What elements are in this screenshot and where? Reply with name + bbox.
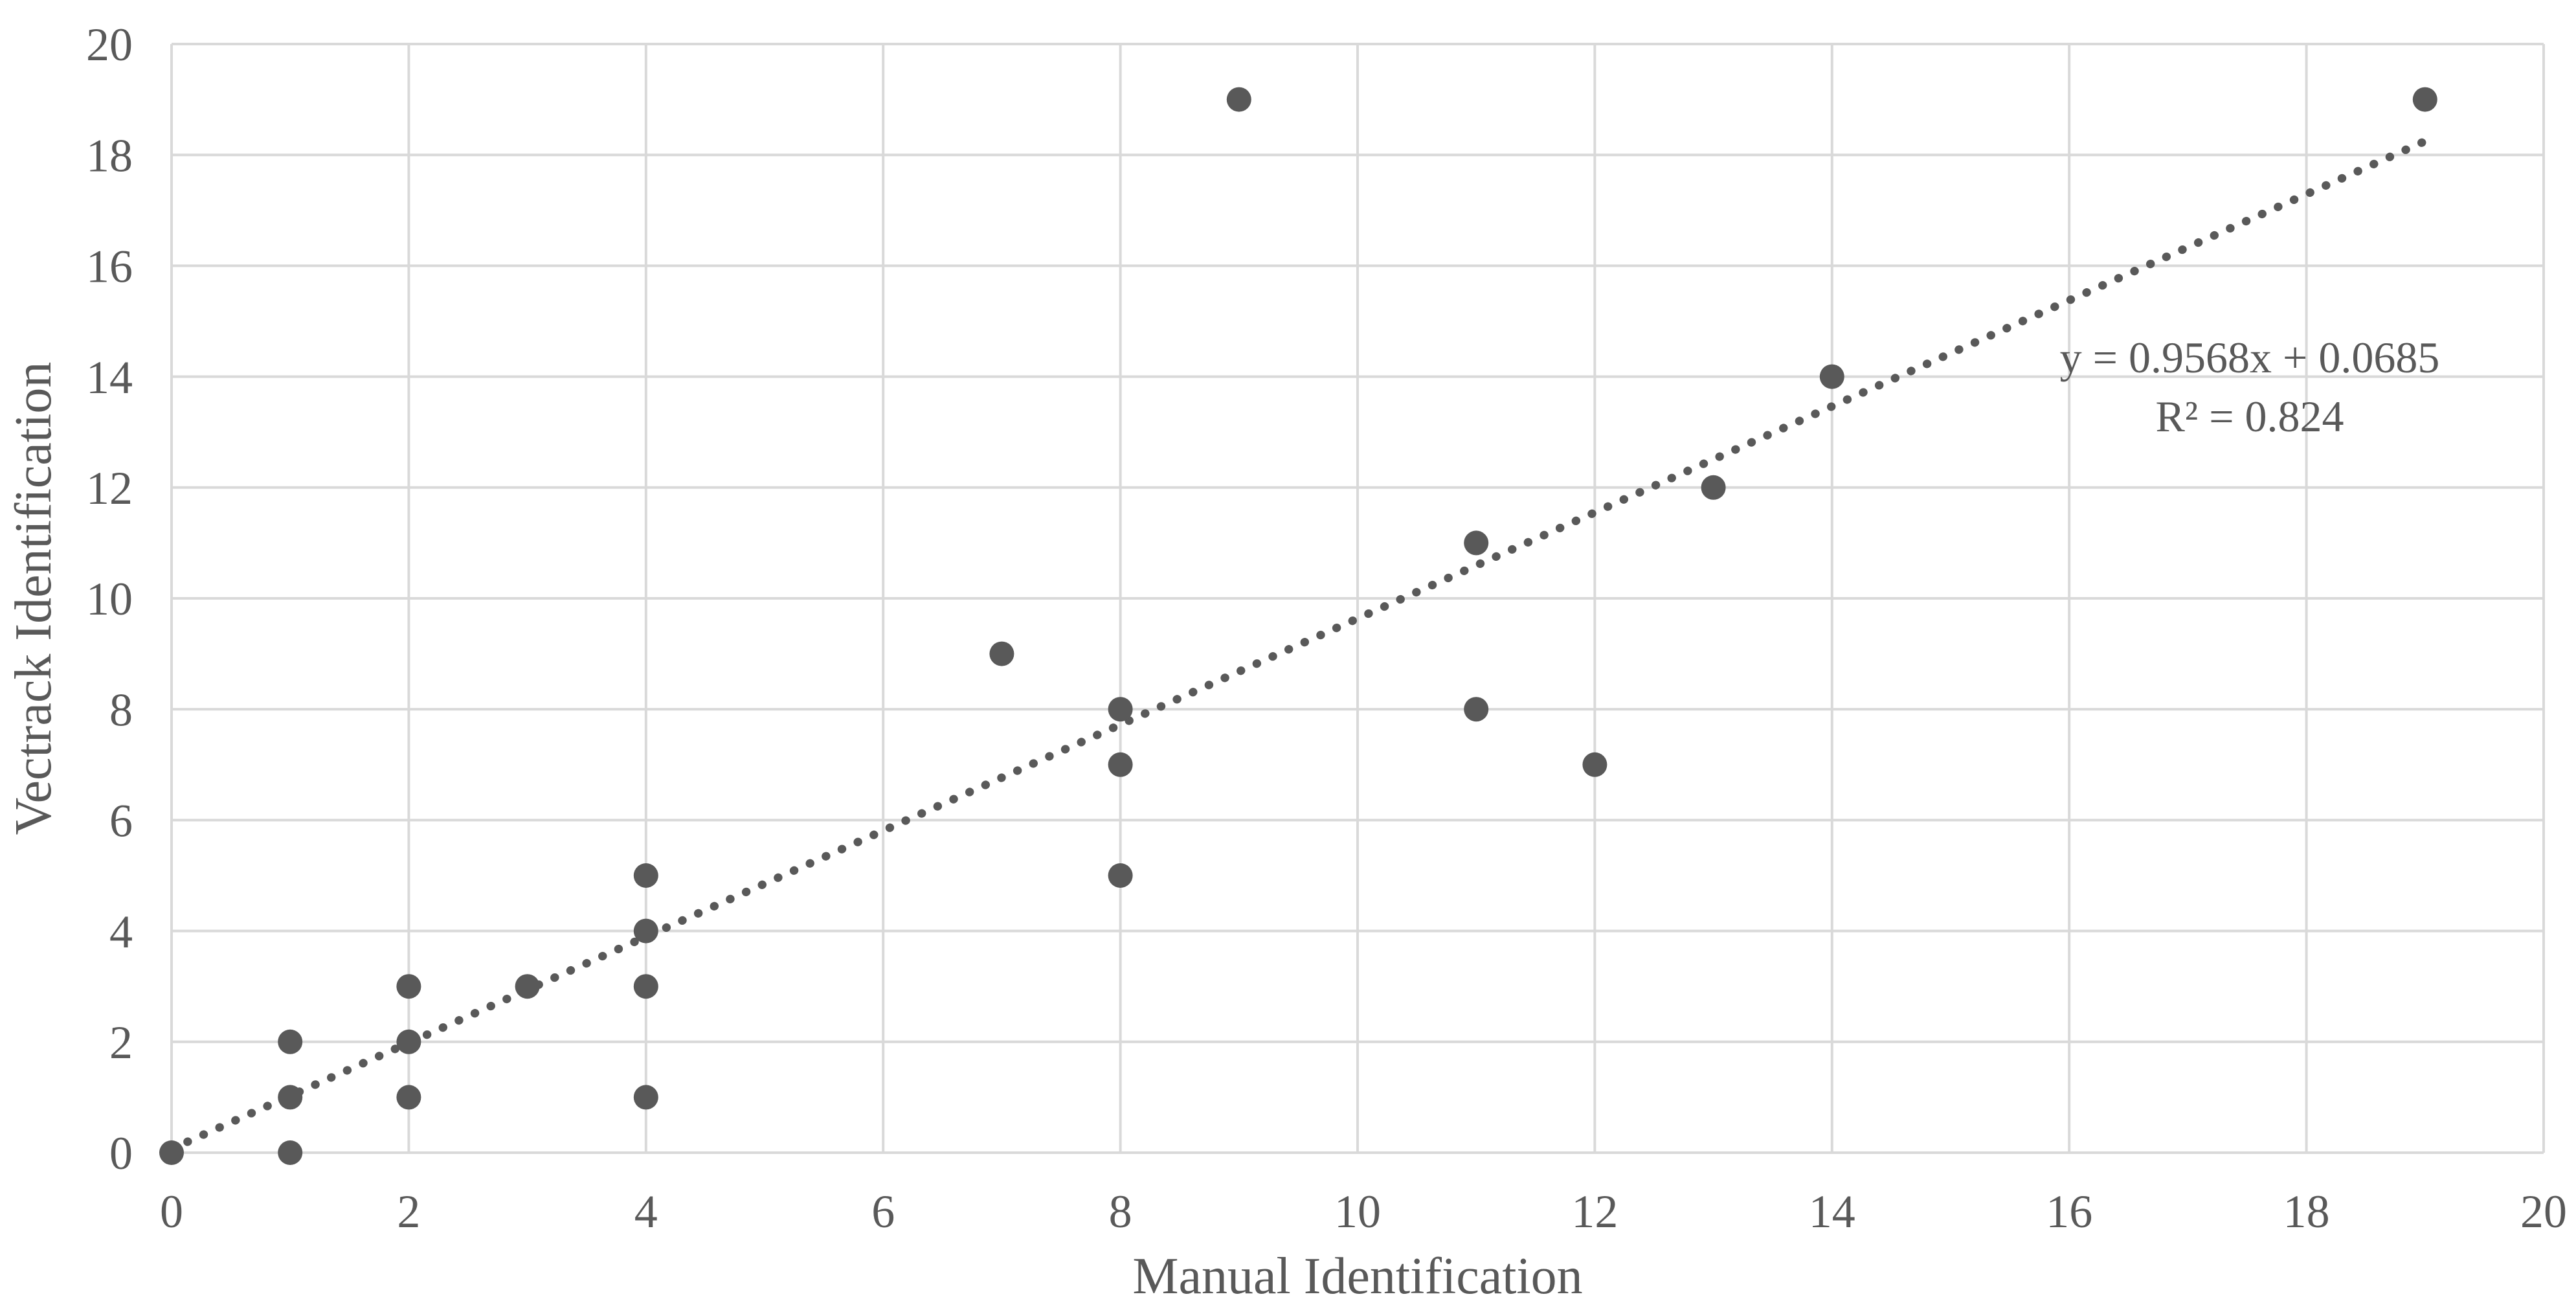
x-tick-label: 18 <box>2283 1186 2330 1238</box>
data-point <box>515 974 540 999</box>
data-point <box>278 1029 303 1054</box>
data-point <box>1819 364 1844 389</box>
data-point <box>1582 752 1607 777</box>
x-tick-labels: 0 2 4 6 8 10 12 14 16 18 20 <box>160 1186 2567 1238</box>
trendline-r-squared-label: R² = 0.824 <box>2155 392 2344 441</box>
y-axis-title: Vectrack Identification <box>5 362 62 835</box>
data-point <box>1701 475 1726 500</box>
data-point <box>1108 697 1133 722</box>
data-point <box>1226 87 1251 112</box>
x-tick-label: 12 <box>1571 1186 1618 1238</box>
trendline-dotted <box>167 137 2430 1153</box>
data-point <box>1108 863 1133 888</box>
data-point <box>989 641 1014 666</box>
data-point <box>633 1085 658 1110</box>
data-point <box>633 918 658 944</box>
y-tick-labels: 0 2 4 6 8 10 12 14 16 18 20 <box>86 19 133 1179</box>
y-tick-label: 0 <box>109 1127 133 1179</box>
x-tick-label: 8 <box>1109 1186 1132 1238</box>
x-tick-label: 20 <box>2520 1186 2567 1238</box>
data-point <box>1108 752 1133 777</box>
x-tick-label: 4 <box>634 1186 658 1238</box>
data-point <box>278 1085 303 1110</box>
x-axis-title: Manual Identification <box>1132 1248 1582 1305</box>
y-tick-label: 2 <box>109 1017 133 1069</box>
y-tick-label: 8 <box>109 684 133 736</box>
trendline <box>167 137 2430 1153</box>
data-point <box>396 1029 421 1054</box>
x-tick-label: 6 <box>871 1186 895 1238</box>
data-point <box>633 863 658 888</box>
data-point <box>1464 697 1489 722</box>
y-tick-label: 12 <box>86 462 133 514</box>
trendline-equation-label: y = 0.9568x + 0.0685 <box>2060 333 2440 382</box>
x-tick-label: 2 <box>397 1186 420 1238</box>
data-point <box>1464 530 1489 556</box>
data-series <box>159 87 2437 1165</box>
y-tick-label: 4 <box>109 906 133 958</box>
x-tick-label: 16 <box>2046 1186 2092 1238</box>
data-point <box>2412 87 2437 112</box>
x-tick-label: 0 <box>160 1186 183 1238</box>
x-tick-label: 14 <box>1809 1186 1855 1238</box>
x-tick-label: 10 <box>1334 1186 1381 1238</box>
data-point <box>633 974 658 999</box>
y-tick-label: 10 <box>86 573 133 625</box>
data-point <box>396 1085 421 1110</box>
y-tick-label: 18 <box>86 130 133 181</box>
data-point <box>159 1140 184 1165</box>
y-tick-label: 16 <box>86 241 133 293</box>
y-tick-label: 20 <box>86 19 133 71</box>
gridlines <box>170 43 2545 1154</box>
data-point <box>278 1140 303 1165</box>
y-tick-label: 6 <box>109 795 133 847</box>
y-tick-label: 14 <box>86 352 133 403</box>
data-point <box>396 974 421 999</box>
